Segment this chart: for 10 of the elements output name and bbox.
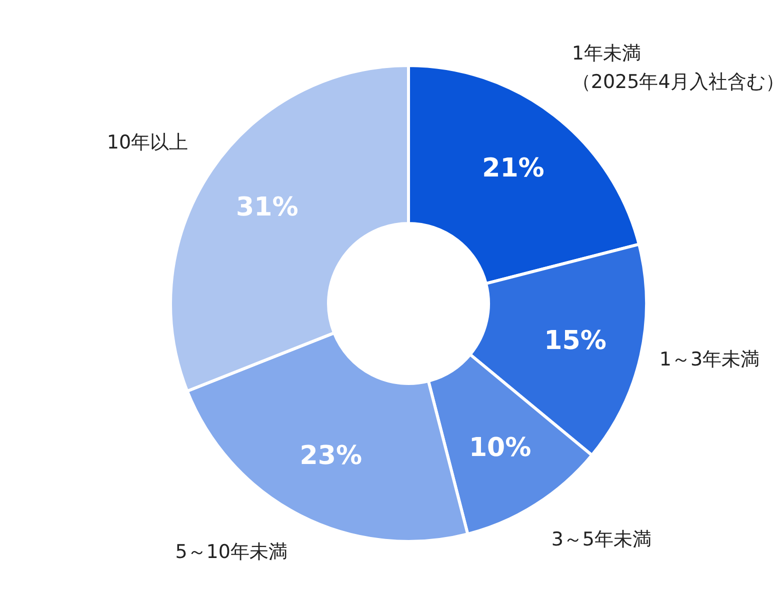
data-label: 21% [482,153,544,184]
data-label: 10% [468,432,532,463]
slice-label: 1年未満（2025年4月入社含む） [572,42,780,93]
slice-label: 1～3年未満 [659,348,760,371]
slice-label: 10年以上 [106,132,188,154]
data-label: 23% [300,440,362,471]
slice-label: 3～5年未満 [551,528,652,551]
slice-label: 5～10年未満 [175,541,288,564]
data-label: 15% [544,326,606,356]
data-label: 31% [236,192,298,222]
